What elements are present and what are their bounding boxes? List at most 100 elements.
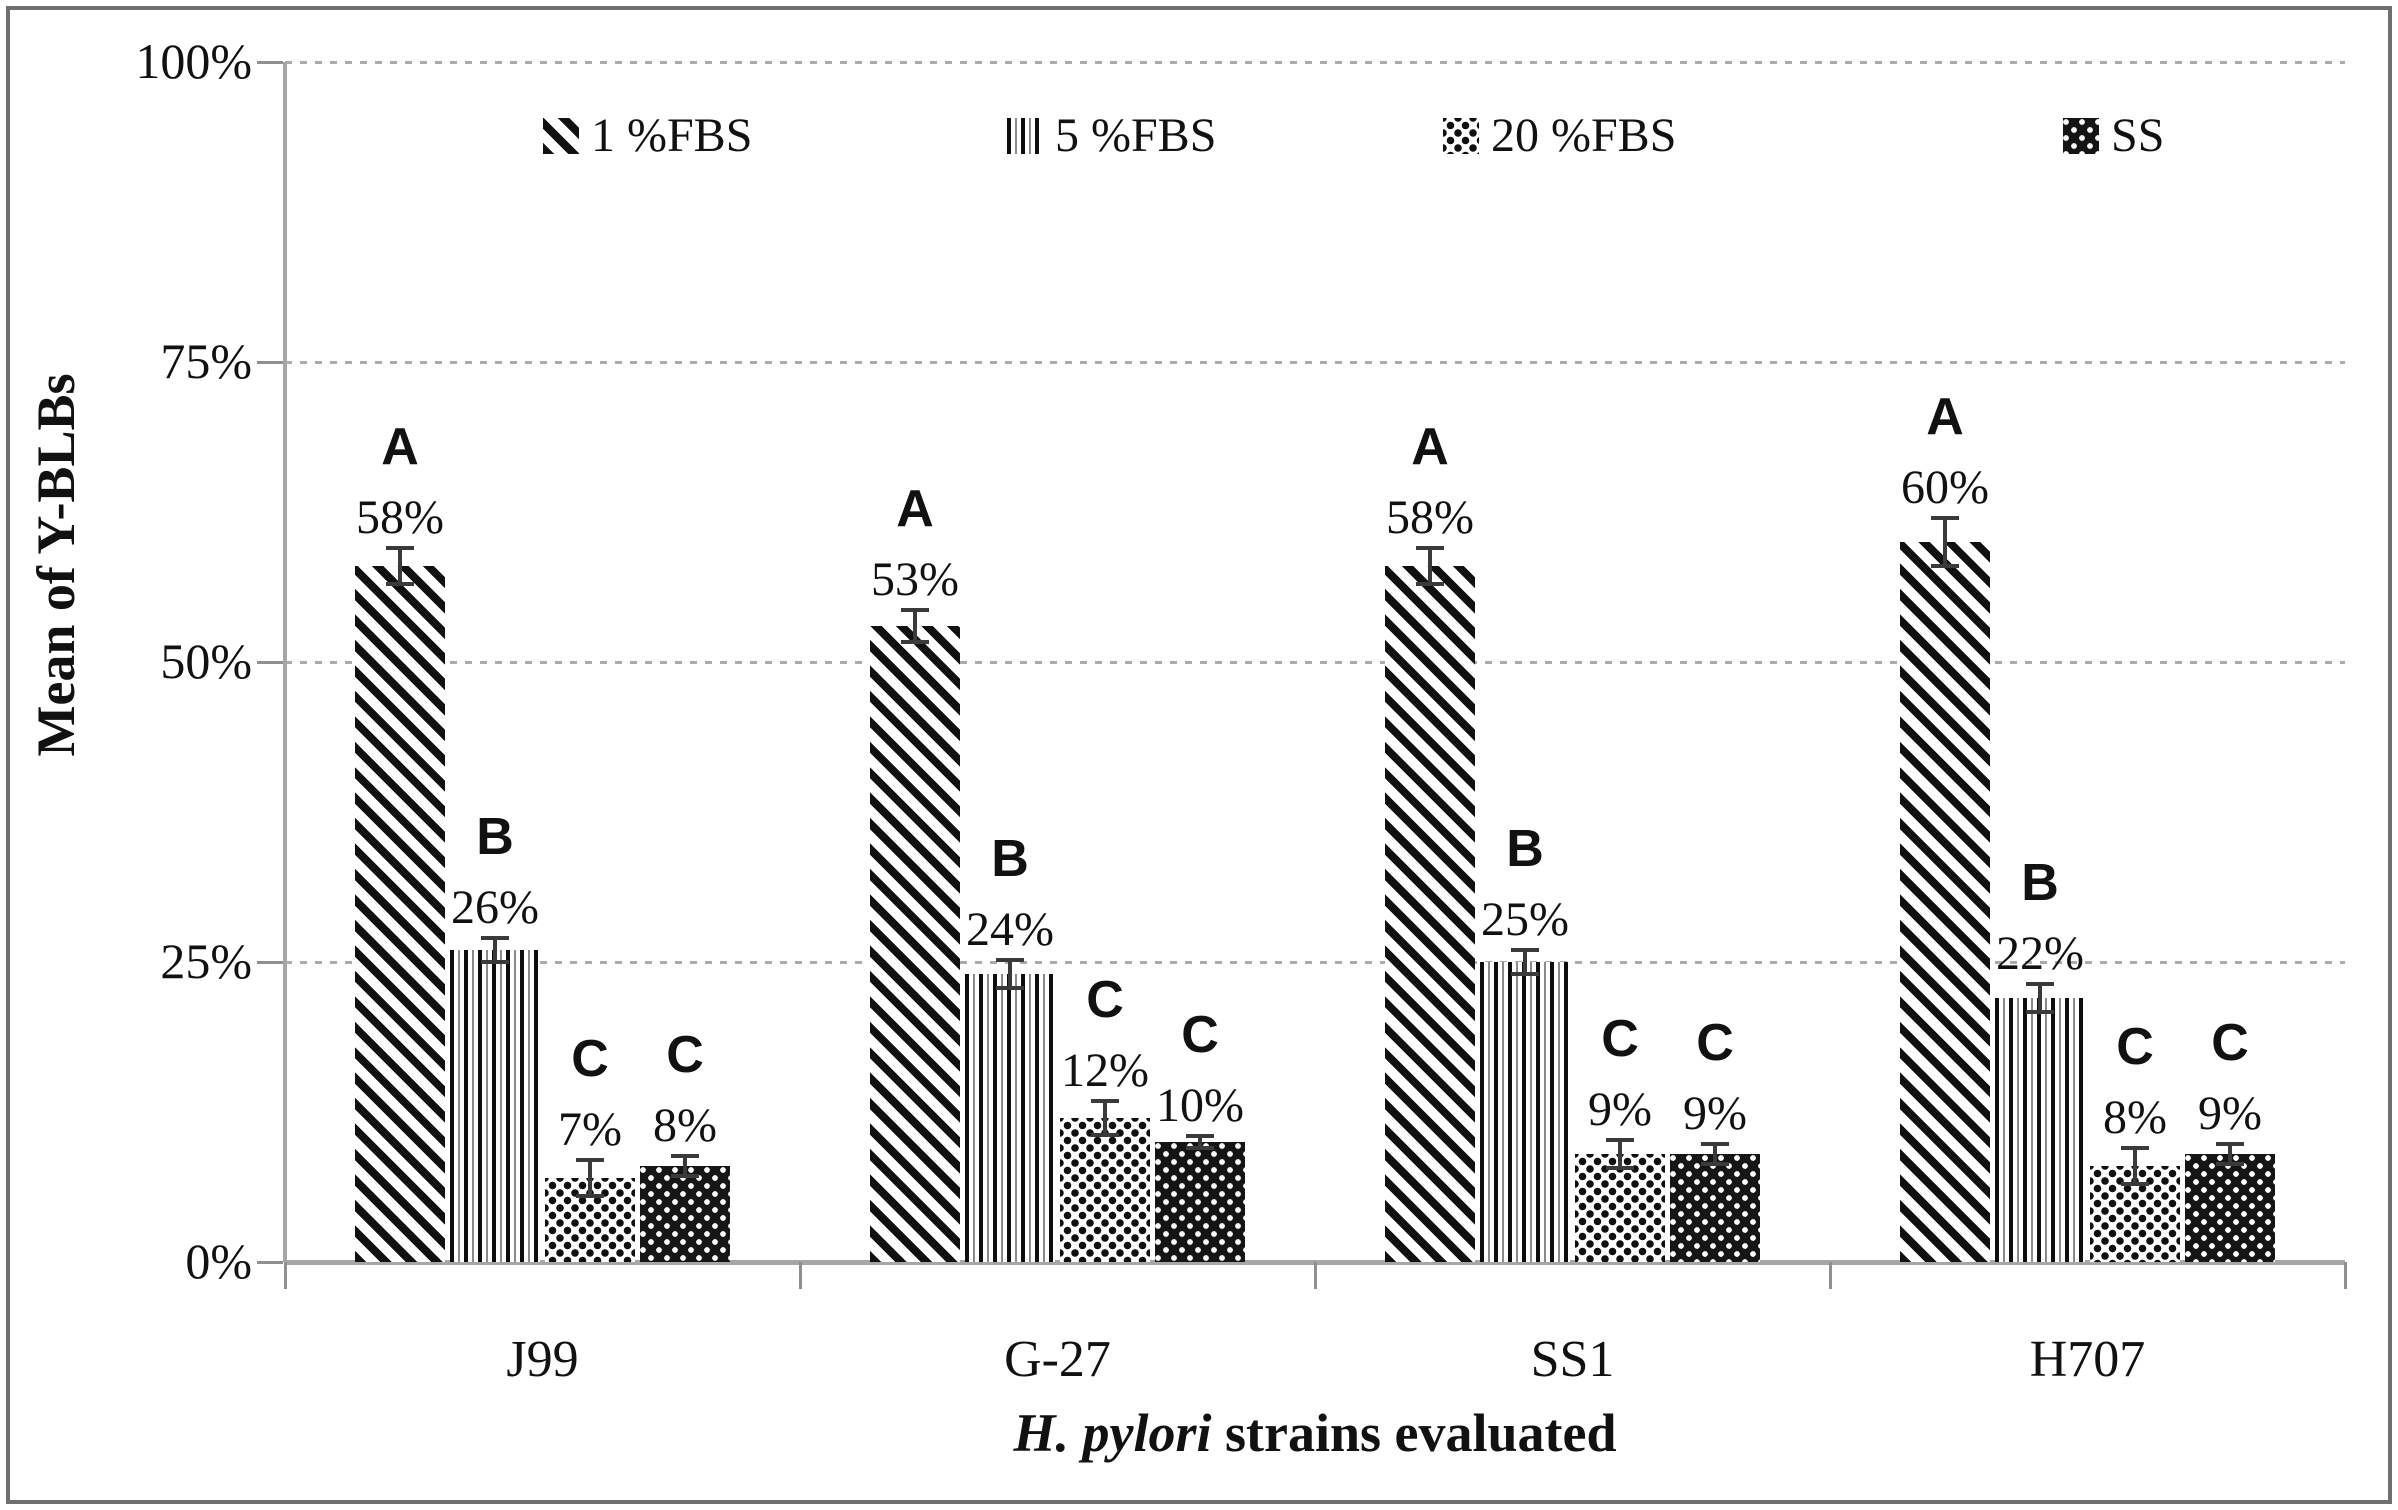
bar-G-27-1 %FBS xyxy=(870,626,960,1262)
bar-G-27-5 %FBS xyxy=(965,974,1055,1262)
bar-value-label: 8% xyxy=(2103,1091,2167,1144)
diagonal-stripes-swatch-icon xyxy=(543,118,579,154)
significance-letter: A xyxy=(896,480,934,539)
error-bar-cap xyxy=(1511,972,1539,976)
category-label-SS1: SS1 xyxy=(1530,1331,1615,1388)
significance-letter: A xyxy=(1926,388,1964,446)
gridline-75 xyxy=(285,361,2345,364)
bar-group-H707: 60% A 22% B 8% C 9% C xyxy=(1900,62,2275,1262)
error-bar-line xyxy=(913,610,917,642)
error-bar-cap xyxy=(2216,1161,2244,1166)
error-bar-cap xyxy=(671,1173,699,1178)
error-bar-line xyxy=(1008,959,1012,989)
significance-letter: C xyxy=(666,1026,704,1085)
legend-item-1fbs: 1 %FBS xyxy=(543,108,752,164)
bar-value-label: 9% xyxy=(2198,1087,2262,1141)
y-tick xyxy=(257,961,283,964)
error-bar-cap xyxy=(1091,1099,1119,1104)
bar-value-label: 8% xyxy=(653,1099,717,1153)
error-bar-line xyxy=(588,1160,592,1196)
bar-H707-20 %FBS xyxy=(2090,1166,2180,1262)
legend-item-5fbs: 5 %FBS xyxy=(1007,108,1216,164)
y-tick-label: 0% xyxy=(185,1233,252,1289)
x-axis-title-rest: strains evaluated xyxy=(1211,1403,1617,1463)
error-bar-line xyxy=(683,1156,687,1176)
error-bar-cap xyxy=(901,639,929,644)
error-bar-line xyxy=(1618,1139,1622,1169)
error-bar-cap xyxy=(1416,546,1444,550)
y-tick xyxy=(257,661,283,664)
error-bar-cap xyxy=(1931,564,1959,568)
error-bar-cap xyxy=(576,1158,604,1162)
bar-G-27-20 %FBS xyxy=(1060,1118,1150,1262)
error-bar-cap xyxy=(2026,981,2054,986)
significance-letter: B xyxy=(991,829,1029,888)
error-bar-cap xyxy=(2026,1010,2054,1015)
bar-group-J99: 58% A 26% B 7% C 8% C xyxy=(355,62,730,1262)
checker-dots-swatch-icon xyxy=(1443,118,1479,154)
error-bar-cap xyxy=(996,986,1024,991)
bar-H707-SS xyxy=(2185,1154,2275,1262)
error-bar-cap xyxy=(1186,1146,1214,1150)
x-axis-title-italic: H. pylori xyxy=(1013,1403,1212,1463)
bar-group-G-27: 53% A 24% B 12% C 10% C xyxy=(870,62,1245,1262)
bar-value-label: 25% xyxy=(1481,893,1569,946)
bar-value-label: 7% xyxy=(558,1103,622,1156)
significance-letter: C xyxy=(1601,1009,1639,1068)
bar-value-label: 26% xyxy=(451,881,539,934)
error-bar-line xyxy=(398,548,402,584)
error-bar-cap xyxy=(1931,516,1959,520)
bar-value-label: 58% xyxy=(1386,491,1474,544)
category-label-G-27: G-27 xyxy=(1004,1331,1111,1388)
error-bar-line xyxy=(2228,1144,2232,1164)
bar-H707-1 %FBS xyxy=(1900,542,1990,1262)
bar-J99-5 %FBS xyxy=(450,950,540,1262)
error-bar-line xyxy=(1103,1101,1107,1135)
error-bar-cap xyxy=(1701,1161,1729,1166)
bar-J99-1 %FBS xyxy=(355,566,445,1262)
significance-letter: C xyxy=(1086,971,1124,1030)
bar-value-label: 60% xyxy=(1901,461,1989,514)
error-bar-line xyxy=(493,938,497,962)
bar-SS1-20 %FBS xyxy=(1575,1154,1665,1262)
bar-group-SS1: 58% A 25% B 9% C 9% C xyxy=(1385,62,1760,1262)
x-tick xyxy=(1829,1262,1832,1289)
significance-letter: A xyxy=(381,418,419,476)
bar-SS1-1 %FBS xyxy=(1385,566,1475,1262)
y-tick-label: 75% xyxy=(160,333,252,389)
error-bar-line xyxy=(2038,983,2042,1013)
error-bar-line xyxy=(1198,1136,1202,1148)
significance-letter: B xyxy=(476,808,514,866)
significance-letter: C xyxy=(571,1030,609,1088)
category-label-H707: H707 xyxy=(2029,1331,2146,1388)
significance-letter: B xyxy=(2021,853,2059,912)
legend-label: 1 %FBS xyxy=(591,109,753,162)
vertical-stripes-swatch-icon xyxy=(1007,118,1043,154)
x-tick xyxy=(799,1262,802,1289)
error-bar-cap xyxy=(1091,1132,1119,1137)
gridline-100 xyxy=(285,61,2345,64)
legend-label: 20 %FBS xyxy=(1491,109,1677,162)
error-bar-line xyxy=(1428,548,1432,584)
error-bar-line xyxy=(2133,1148,2137,1184)
error-bar-cap xyxy=(481,936,509,940)
plot-area: 58% A 26% B 7% C 8% C 53% A 24% B 12% C 10% C 58% A 25% B 9%… xyxy=(257,61,2347,1289)
bar-J99-SS xyxy=(640,1166,730,1262)
error-bar-line xyxy=(1523,950,1527,974)
error-bar-cap xyxy=(1606,1137,1634,1142)
bar-value-label: 24% xyxy=(966,902,1054,956)
error-bar-cap xyxy=(1701,1142,1729,1147)
error-bar-cap xyxy=(481,960,509,964)
gridline-25 xyxy=(285,961,2345,964)
bar-value-label: 22% xyxy=(1996,926,2084,980)
y-tick-label: 25% xyxy=(160,933,252,989)
bar-G-27-SS xyxy=(1155,1142,1245,1262)
bar-value-label: 58% xyxy=(356,491,444,544)
significance-letter: C xyxy=(1696,1014,1734,1073)
y-tick-label: 50% xyxy=(160,633,252,689)
x-tick xyxy=(284,1262,287,1289)
significance-letter: C xyxy=(1181,1006,1219,1064)
bar-value-label: 9% xyxy=(1588,1082,1652,1136)
legend-label: SS xyxy=(2111,109,2165,162)
